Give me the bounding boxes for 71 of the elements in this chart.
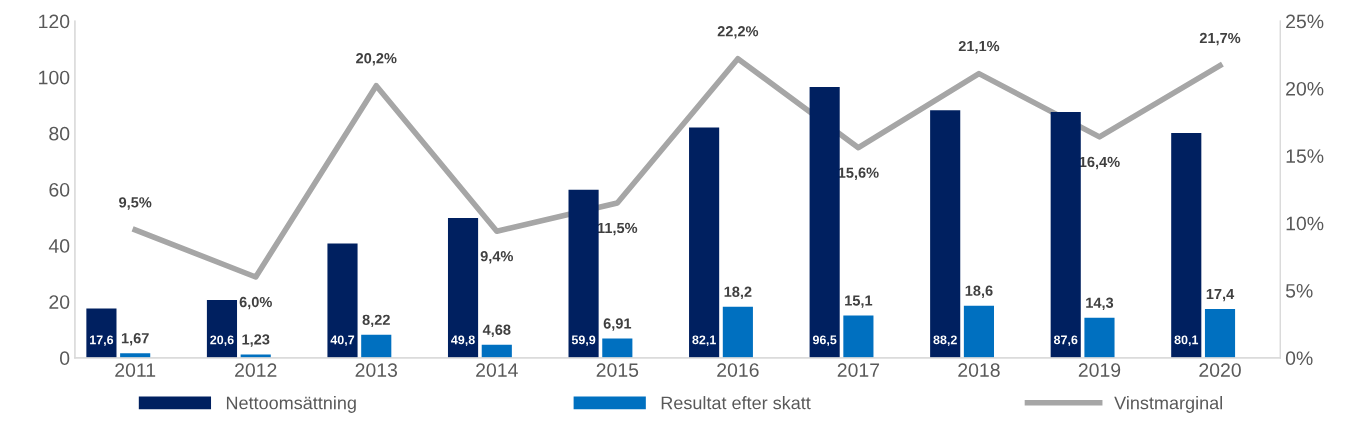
data-label: 8,22 [362,314,390,328]
data-label: 6,91 [603,318,632,331]
data-label: 1,23 [242,334,270,347]
y2-tick-label: 0% [1285,351,1313,366]
y-tick-label: 60 [49,182,70,197]
data-label: 15,1 [845,295,873,308]
x-tick-label: 2020 [1199,363,1241,377]
data-label: 88,2 [933,335,957,347]
data-label: 80,1 [1174,335,1199,347]
data-label: 9,4% [480,251,514,264]
x-tick-label: 2018 [958,363,1000,377]
x-tick-label: 2016 [717,363,759,377]
data-label: 4,68 [482,324,511,337]
data-label: 20,2% [356,53,397,66]
legend-label: Nettoomsättning [226,396,356,413]
bar [447,218,479,358]
bar [86,308,117,358]
data-label: 20,6 [210,335,234,347]
legend-label: Resultat efter skatt [661,396,811,410]
bar [1171,133,1202,358]
data-label: 6,0% [239,296,272,310]
y2-tick-label: 25% [1286,14,1324,29]
legend-label: Vinstmarginal [1114,396,1222,413]
x-tick-label: 2012 [235,363,277,377]
bar [602,338,633,358]
y-tick-label: 40 [48,239,70,253]
data-label: 17,6 [90,335,114,347]
bar [1084,317,1115,358]
y2-tick-label: 10% [1286,216,1324,231]
data-label: 21,7% [1199,32,1241,46]
data-label: 18,6 [965,285,993,298]
y-tick-label: 120 [39,14,70,29]
data-label: 96,5 [812,335,837,347]
data-label: 9,5% [119,197,152,210]
bar [327,243,358,358]
bar [568,189,599,358]
y2-tick-label: 20% [1286,81,1324,96]
bar [722,306,753,358]
bar [206,300,238,358]
data-label: 17,4 [1206,289,1235,302]
bar [809,87,840,358]
bar [1050,111,1081,358]
bar [963,305,994,358]
y-tick-label: 0 [60,351,70,366]
y-tick-label: 80 [49,126,70,141]
y-tick-label: 100 [39,70,70,85]
data-label: 18,2 [724,286,752,300]
x-tick-label: 2014 [476,363,518,377]
data-label: 87,6 [1053,335,1078,347]
x-tick-label: 2019 [1078,363,1121,377]
y2-tick-label: 15% [1286,149,1324,164]
bar [361,334,392,358]
x-tick-label: 2015 [596,363,639,377]
data-label: 49,8 [451,335,475,347]
data-label: 82,1 [692,335,716,347]
bar [481,344,512,358]
data-label: 22,2% [717,26,759,39]
x-tick-label: 2017 [837,363,880,377]
bar [1204,309,1236,358]
bar [930,110,961,358]
x-tick-label: 2011 [115,363,156,377]
x-tick-label: 2013 [355,363,398,377]
y-tick-label: 20 [49,295,70,309]
data-label: 21,1% [958,40,1000,54]
y2-tick-label: 5% [1285,284,1313,298]
bar [843,315,874,358]
data-label: 59,9 [571,335,596,347]
data-label: 40,7 [330,335,355,347]
data-label: 1,67 [121,333,149,346]
data-label: 14,3 [1086,297,1114,310]
bar [689,127,720,358]
